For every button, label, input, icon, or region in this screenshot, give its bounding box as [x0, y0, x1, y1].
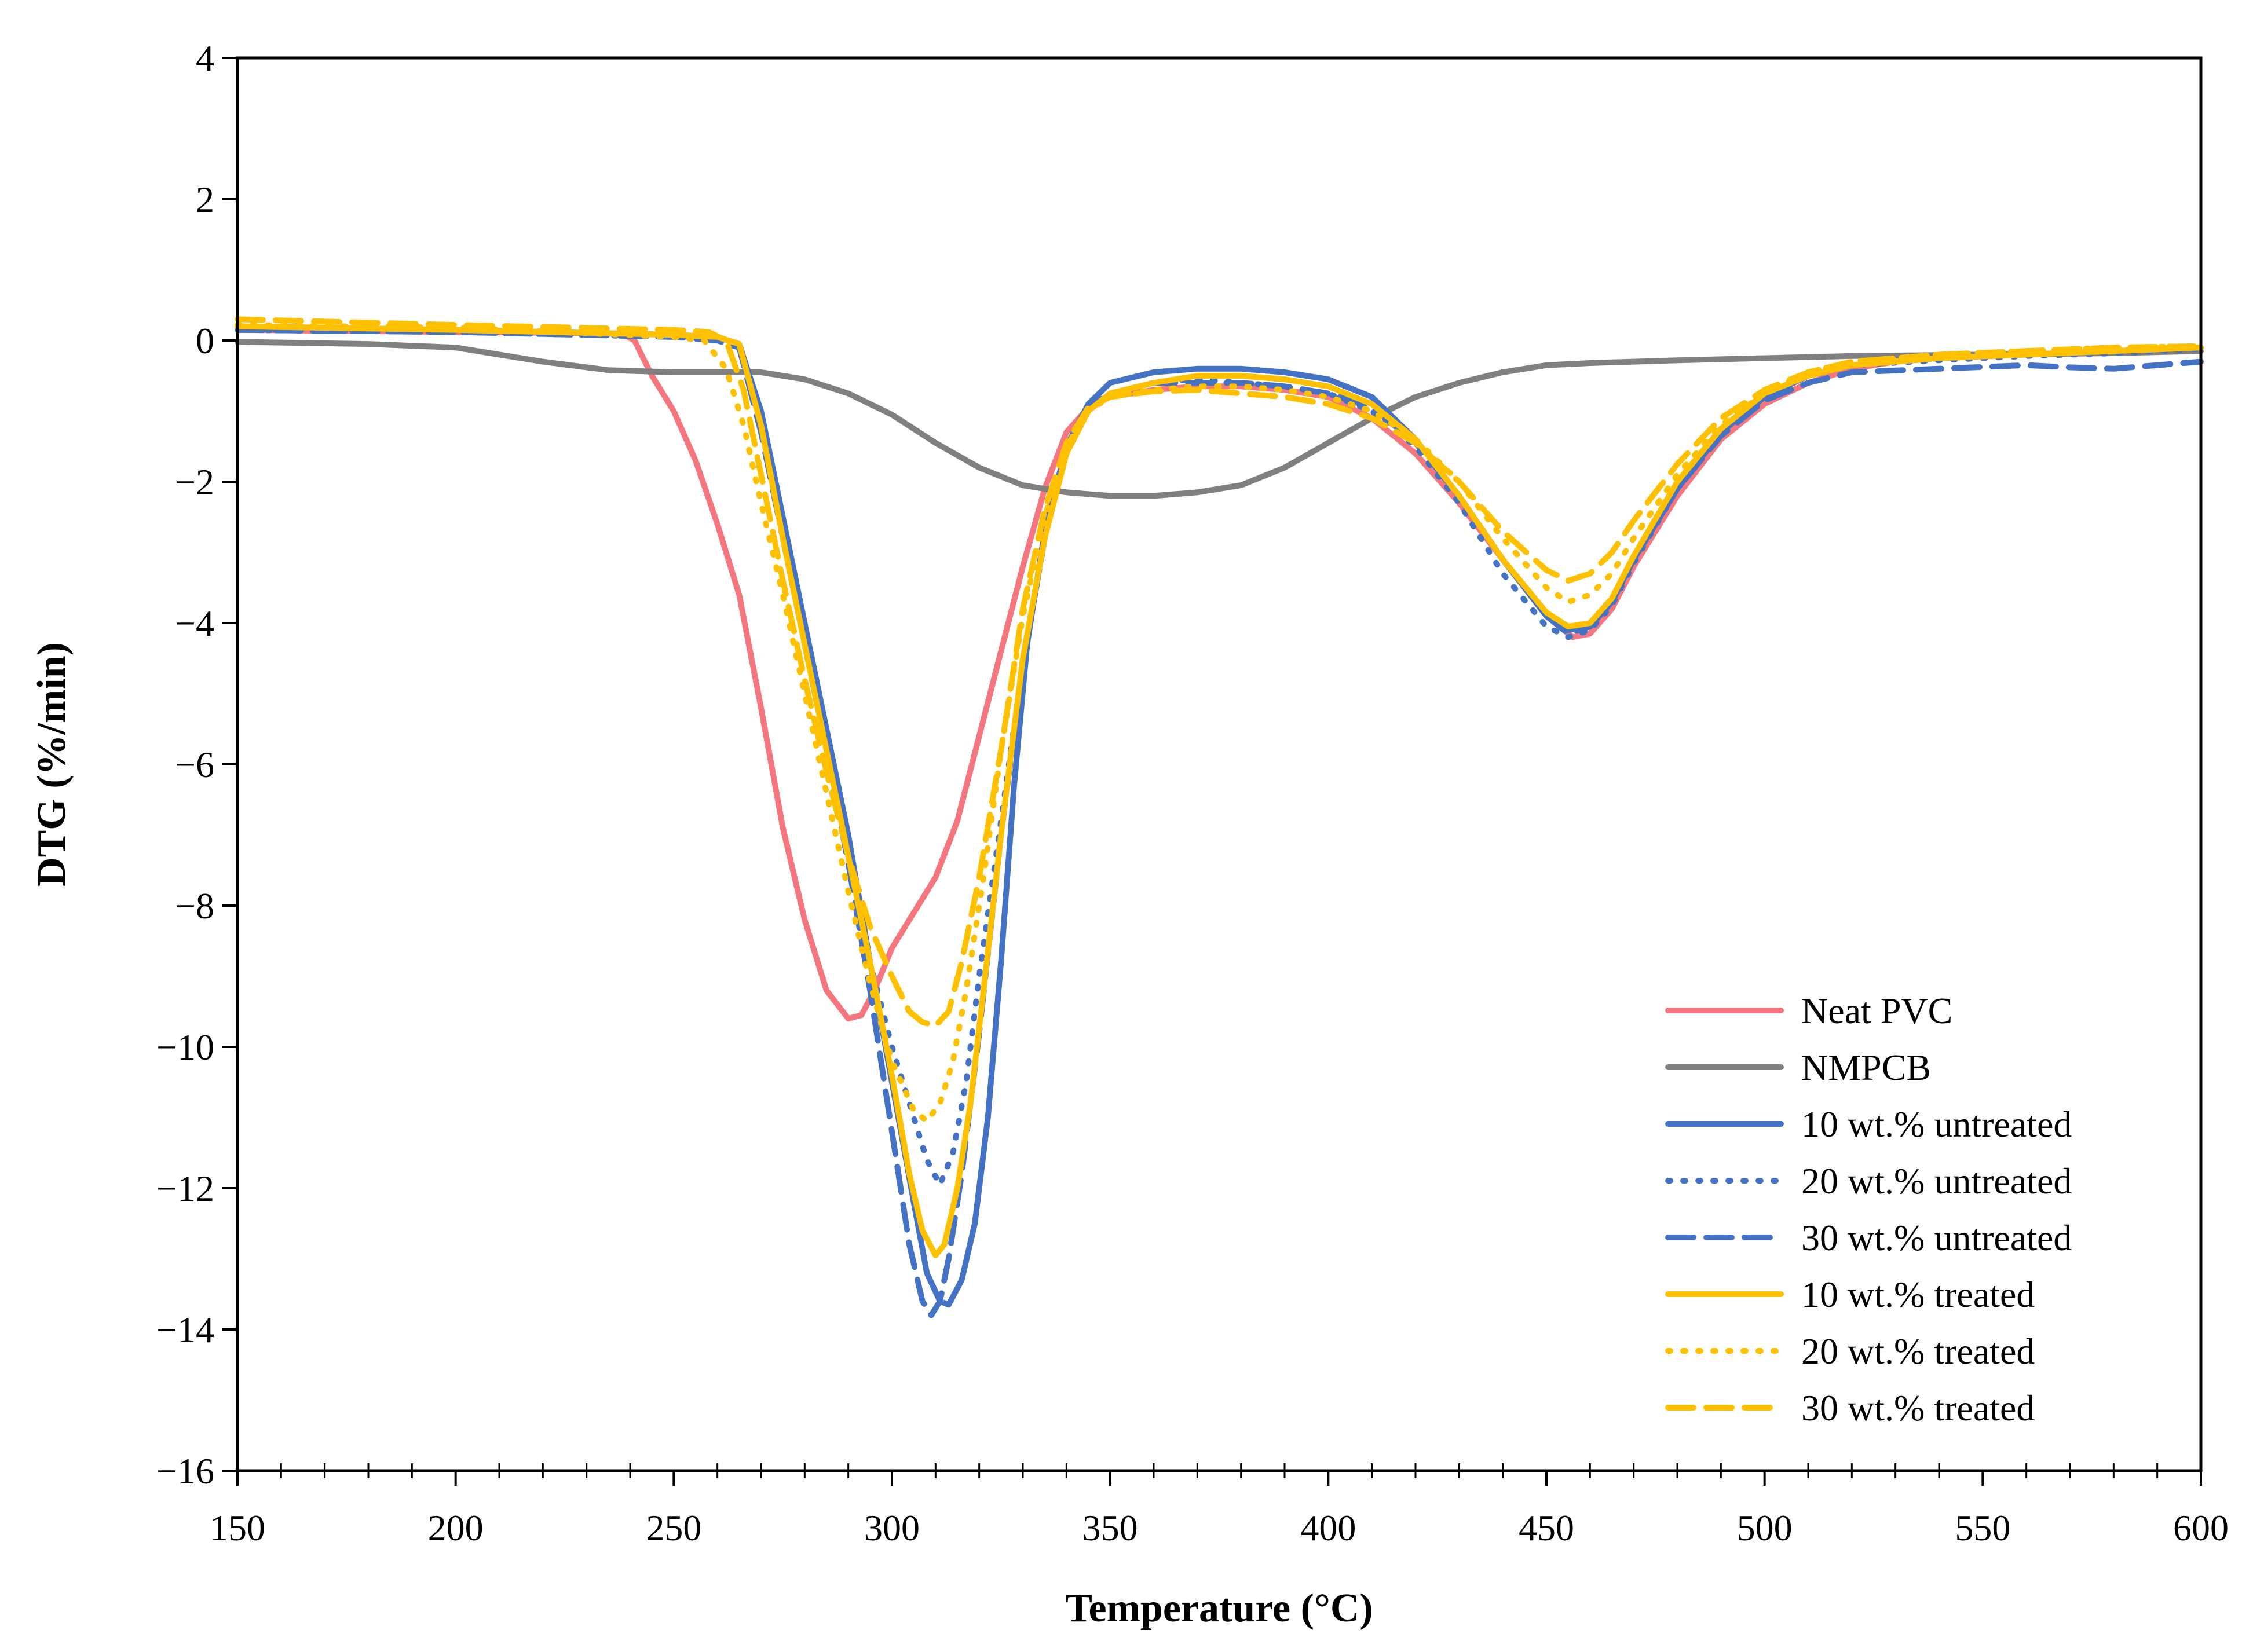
x-tick-label-5: 350: [1082, 1507, 1138, 1548]
tick-marks: [222, 57, 2202, 1486]
series-layer: [235, 316, 2204, 1318]
x-tick-label-9: 550: [1955, 1507, 2010, 1548]
legend-label-4: 20 wt.% untreated: [1801, 1160, 2072, 1202]
legend-label-1: Neat PVC: [1801, 990, 1952, 1031]
y-tick-label-10: −14: [156, 1309, 214, 1350]
legend-label-7: 20 wt.% treated: [1801, 1331, 2035, 1372]
x-tick-label-8: 500: [1737, 1507, 1793, 1548]
y-tick-label-3: 0: [196, 320, 214, 361]
y-tick-label-6: −6: [175, 744, 214, 785]
x-tick-label-10: 600: [2173, 1507, 2229, 1548]
legend-label-8: 30 wt.% treated: [1801, 1387, 2035, 1428]
x-tick-label-1: 150: [210, 1507, 265, 1548]
legend-label-5: 30 wt.% untreated: [1801, 1217, 2072, 1258]
x-tick-label-4: 300: [864, 1507, 920, 1548]
y-tick-label-9: −12: [156, 1168, 214, 1209]
x-tick-label-6: 400: [1300, 1507, 1356, 1548]
legend-label-6: 10 wt.% treated: [1801, 1274, 2035, 1315]
y-tick-labels: 4 2 0 −2 −4 −6 −8 −10 −12 −14 −16: [156, 38, 214, 1492]
y-axis-title: DTG (%/min): [30, 642, 74, 887]
legend-label-3: 10 wt.% untreated: [1801, 1104, 2072, 1145]
series-line-2: [235, 339, 2204, 499]
x-tick-labels: 150 200 250 300 350 400 450 500 550 600: [210, 1507, 2229, 1548]
y-tick-label-7: −8: [175, 885, 214, 926]
series-line-8: [235, 316, 2204, 1029]
x-tick-label-3: 250: [646, 1507, 701, 1548]
legend-label-2: NMPCB: [1801, 1047, 1931, 1088]
y-tick-label-11: −16: [156, 1450, 214, 1492]
y-tick-label-1: 4: [196, 38, 214, 79]
x-tick-label-2: 200: [428, 1507, 484, 1548]
x-tick-label-7: 450: [1519, 1507, 1574, 1548]
x-axis-title: Temperature (°C): [1065, 1586, 1373, 1631]
y-tick-label-2: 2: [196, 179, 214, 220]
y-tick-label-8: −10: [156, 1027, 214, 1068]
y-tick-label-4: −2: [175, 461, 214, 503]
legend: Neat PVC NMPCB 10 wt.% untreated 20 wt.% un…: [1665, 990, 2072, 1428]
y-tick-label-5: −4: [175, 603, 214, 644]
